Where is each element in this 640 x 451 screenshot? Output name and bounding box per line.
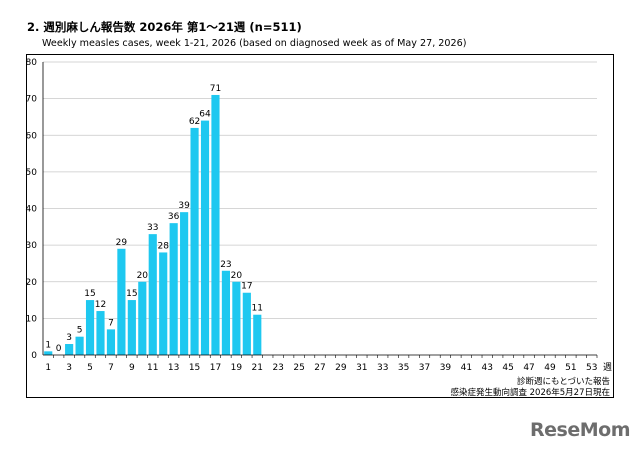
x-tick-label: 33 bbox=[377, 363, 388, 373]
x-tick-label: 45 bbox=[502, 363, 513, 373]
bar-week-20 bbox=[242, 292, 251, 355]
x-tick-label: 27 bbox=[314, 363, 325, 373]
data-label-week-16: 64 bbox=[199, 110, 211, 120]
x-tick-label: 37 bbox=[419, 363, 430, 373]
y-tick-label: 70 bbox=[26, 95, 38, 105]
data-label-week-3: 3 bbox=[66, 333, 72, 343]
y-tick-label: 80 bbox=[26, 58, 38, 68]
bar-week-18 bbox=[221, 270, 231, 355]
bar-week-7 bbox=[106, 329, 116, 355]
chart-subtitle: Weekly measles cases, week 1-21, 2026 (b… bbox=[42, 38, 467, 49]
data-label-week-10: 20 bbox=[137, 271, 149, 281]
bar-week-15 bbox=[190, 127, 199, 355]
x-axis: 1 3 5 7 9 11 13 15 17 19 21 23 25 27 29 31 33 35 37 39 41 43 4… bbox=[43, 354, 612, 373]
bar-week-5 bbox=[85, 300, 95, 355]
x-tick-label: 49 bbox=[544, 363, 556, 373]
data-label-week-6: 12 bbox=[95, 300, 106, 310]
data-label-week-2: 0 bbox=[56, 344, 62, 354]
bar-week-21 bbox=[253, 314, 262, 355]
x-tick-label: 29 bbox=[335, 363, 347, 373]
bar-week-3 bbox=[65, 344, 74, 355]
bar-week-4 bbox=[75, 336, 84, 355]
x-tick-label: 53 bbox=[586, 363, 597, 373]
bar-week-16 bbox=[200, 120, 210, 355]
data-label-week-14: 39 bbox=[178, 201, 190, 211]
x-unit-label: 週 bbox=[603, 362, 612, 373]
data-label-week-13: 36 bbox=[168, 212, 180, 222]
bar-week-8 bbox=[117, 248, 126, 355]
y-tick-label: 50 bbox=[26, 168, 38, 178]
x-tick-label: 51 bbox=[565, 363, 576, 373]
data-label-week-7: 7 bbox=[108, 318, 114, 328]
bar-week-17 bbox=[211, 94, 220, 356]
bar-week-6 bbox=[96, 311, 105, 355]
y-tick-label: 20 bbox=[26, 278, 38, 288]
x-tick-label: 39 bbox=[440, 363, 452, 373]
bar-week-9 bbox=[127, 300, 136, 355]
data-label-week-11: 33 bbox=[147, 223, 158, 233]
data-label-week-15: 62 bbox=[189, 117, 200, 127]
x-tick-label: 11 bbox=[147, 363, 158, 373]
x-tick-label: 13 bbox=[168, 363, 179, 373]
x-tick-label: 21 bbox=[252, 363, 263, 373]
x-tick-label: 23 bbox=[272, 363, 283, 373]
note-source: 感染症発生動向調査 2026年5月27日現在 bbox=[450, 387, 610, 398]
data-label-week-19: 20 bbox=[231, 271, 243, 281]
data-label-week-21: 11 bbox=[252, 304, 263, 314]
bar-week-10 bbox=[138, 281, 147, 355]
x-tick-label: 5 bbox=[87, 363, 93, 373]
bars bbox=[44, 94, 262, 356]
data-label-week-4: 5 bbox=[77, 326, 83, 336]
x-tick-label: 35 bbox=[398, 363, 409, 373]
chart-title: 2. 週別麻しん報告数 2026年 第1～21週 (n=511) bbox=[27, 20, 302, 34]
bar-week-13 bbox=[169, 223, 178, 355]
data-label-week-17: 71 bbox=[210, 84, 221, 94]
y-tick-label: 40 bbox=[26, 205, 38, 215]
x-tick-label: 31 bbox=[356, 363, 367, 373]
data-label-week-8: 29 bbox=[116, 238, 128, 248]
y-axis: 0 10 20 30 40 50 60 70 80 bbox=[26, 58, 44, 361]
x-tick-label: 7 bbox=[108, 363, 114, 373]
x-tick-label: 43 bbox=[482, 363, 493, 373]
data-label-week-5: 15 bbox=[84, 289, 95, 299]
resemom-logo: ReseMom bbox=[530, 419, 630, 441]
bar-week-12 bbox=[159, 252, 168, 355]
chart-frame bbox=[26, 54, 614, 398]
gridlines bbox=[43, 61, 597, 319]
x-tick-label: 9 bbox=[129, 363, 135, 373]
data-label-week-9: 15 bbox=[126, 289, 137, 299]
y-tick-label: 10 bbox=[26, 314, 38, 324]
bar-week-1 bbox=[44, 351, 53, 355]
x-tick-label: 15 bbox=[189, 363, 200, 373]
y-tick-label: 30 bbox=[26, 241, 38, 251]
x-tick-label: 19 bbox=[231, 363, 243, 373]
y-tick-label: 60 bbox=[26, 131, 38, 141]
x-tick-label: 41 bbox=[461, 363, 472, 373]
x-tick-label: 3 bbox=[66, 363, 72, 373]
bar-week-19 bbox=[232, 281, 241, 355]
y-tick-label: 0 bbox=[31, 351, 37, 361]
x-tick-label: 1 bbox=[45, 363, 51, 373]
bar-week-11 bbox=[148, 234, 157, 355]
data-label-week-18: 23 bbox=[220, 260, 231, 270]
x-tick-label: 17 bbox=[210, 363, 221, 373]
x-tick-label: 25 bbox=[293, 363, 304, 373]
bar-week-14 bbox=[180, 212, 189, 355]
x-tick-label: 47 bbox=[523, 363, 534, 373]
note-diagnosis-basis: 診断週にもとづいた報告 bbox=[517, 376, 610, 387]
data-label-week-12: 28 bbox=[157, 241, 169, 251]
data-label-week-20: 17 bbox=[241, 282, 252, 292]
data-label-week-1: 1 bbox=[45, 340, 51, 350]
